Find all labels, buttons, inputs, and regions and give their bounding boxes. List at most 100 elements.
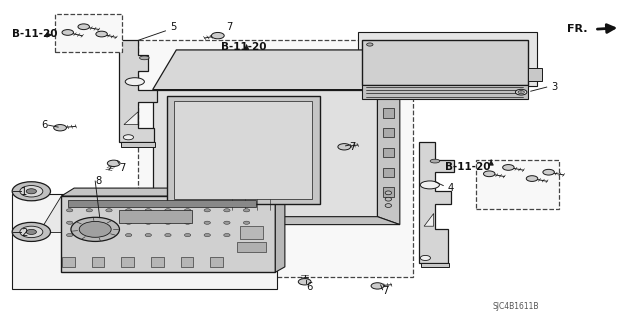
Polygon shape [378,90,400,225]
Polygon shape [362,41,527,85]
Bar [210,257,223,267]
Ellipse shape [385,191,392,195]
Circle shape [184,209,191,212]
Circle shape [12,182,51,201]
Circle shape [483,171,495,177]
Polygon shape [39,196,275,233]
Circle shape [164,234,171,237]
Bar [383,167,394,177]
Circle shape [106,221,112,224]
Bar [121,257,134,267]
Circle shape [106,234,112,237]
Circle shape [420,256,431,261]
Text: 7: 7 [349,142,355,152]
Circle shape [164,221,171,224]
Polygon shape [61,196,275,272]
Polygon shape [358,33,537,86]
Circle shape [526,176,538,182]
Ellipse shape [420,181,440,189]
Circle shape [67,209,73,212]
Text: 6: 6 [306,282,312,292]
Ellipse shape [385,197,392,201]
Bar [476,160,559,209]
Bar [383,128,394,137]
Text: B-11-20: B-11-20 [12,29,58,39]
Text: 1: 1 [21,187,28,197]
Bar [62,257,75,267]
Circle shape [145,234,152,237]
Polygon shape [424,213,434,226]
Ellipse shape [140,56,149,60]
Circle shape [62,30,74,35]
Circle shape [96,31,108,37]
Text: 2: 2 [21,228,28,238]
Circle shape [543,169,554,175]
Circle shape [367,43,373,46]
Bar [12,194,277,289]
Circle shape [54,124,67,131]
Circle shape [26,189,36,194]
Circle shape [204,209,211,212]
Circle shape [502,165,514,170]
Circle shape [125,234,132,237]
Polygon shape [153,217,400,225]
Circle shape [20,226,43,238]
Polygon shape [421,263,449,268]
Bar [383,148,394,157]
Polygon shape [174,101,312,199]
Circle shape [184,234,191,237]
Circle shape [184,221,191,224]
Bar [119,210,192,223]
Text: FR.: FR. [567,24,588,33]
Circle shape [67,234,73,237]
Text: 3: 3 [551,82,557,92]
Polygon shape [153,50,378,90]
Bar [68,199,256,206]
Circle shape [145,209,152,212]
Polygon shape [275,188,285,272]
Bar [383,188,394,197]
Polygon shape [61,188,285,196]
Circle shape [125,209,132,212]
Text: SJC4B1611B: SJC4B1611B [492,302,539,311]
Circle shape [86,221,93,224]
Circle shape [243,221,250,224]
Circle shape [67,221,73,224]
Text: 5: 5 [170,22,176,32]
Polygon shape [419,142,454,263]
Circle shape [338,144,351,150]
Circle shape [224,234,230,237]
Circle shape [26,229,36,234]
Ellipse shape [125,78,145,86]
Circle shape [243,209,250,212]
Circle shape [204,221,211,224]
Circle shape [224,221,230,224]
Circle shape [371,283,384,289]
Circle shape [79,221,111,237]
Circle shape [145,221,152,224]
Polygon shape [124,112,138,124]
Text: 4: 4 [448,183,454,193]
Circle shape [78,24,90,30]
Polygon shape [362,85,527,99]
Bar [92,257,104,267]
Circle shape [71,217,120,241]
Text: 7: 7 [119,163,125,174]
Bar [138,41,413,277]
Circle shape [125,221,132,224]
Circle shape [86,209,93,212]
Circle shape [108,160,120,167]
Text: 6: 6 [41,120,47,130]
Ellipse shape [430,159,440,163]
Circle shape [86,234,93,237]
Bar [55,14,122,52]
Circle shape [211,33,224,39]
Circle shape [124,135,134,140]
Text: 7: 7 [226,22,232,32]
Bar [237,242,266,252]
Polygon shape [153,90,378,217]
Polygon shape [119,41,157,142]
Ellipse shape [385,204,392,207]
Circle shape [515,89,527,95]
Bar [527,68,541,81]
